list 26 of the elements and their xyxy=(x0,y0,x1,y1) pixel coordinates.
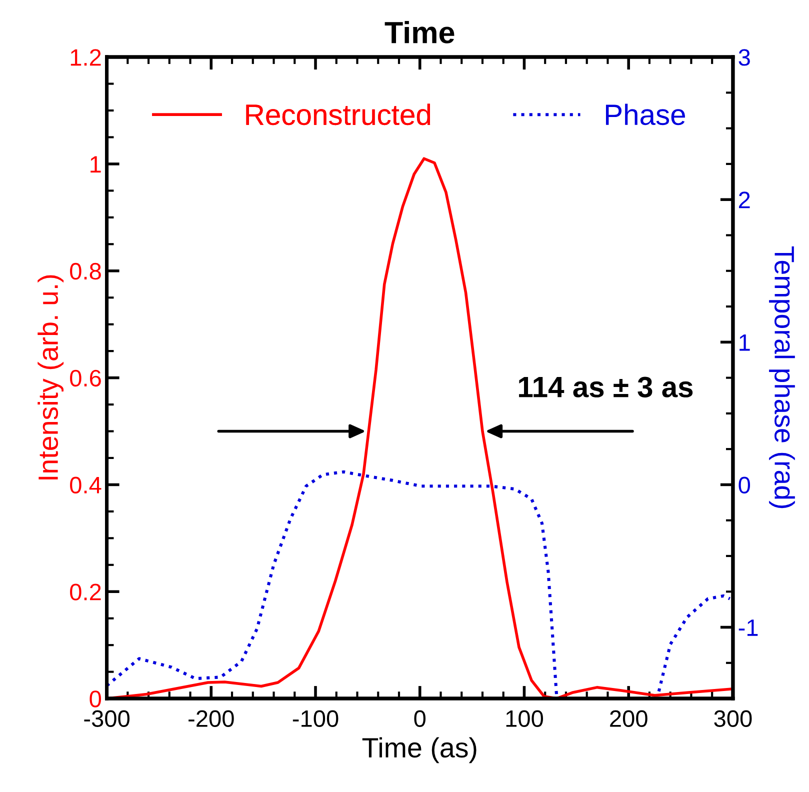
x-tick-label: 300 xyxy=(714,710,752,727)
y-tick-label: 0 xyxy=(90,690,102,708)
y2-tick-label: 3 xyxy=(738,49,750,66)
y-tick-label: 0.8 xyxy=(70,262,101,280)
annotation: 114 as ± 3 as xyxy=(519,376,693,398)
y2-tick-label: 0 xyxy=(738,476,750,494)
x-axis-title: Time (as) xyxy=(362,737,476,764)
chart-title: Time xyxy=(384,20,454,44)
y-tick-label: 1 xyxy=(90,156,101,172)
legend-label: Phase xyxy=(606,104,685,126)
y2-tick-label: 1 xyxy=(740,334,750,351)
y-tick-label: 0.4 xyxy=(70,476,102,494)
x-tick-label: 100 xyxy=(506,710,544,727)
legend-label: Reconstructed xyxy=(246,104,430,126)
y2-tick-label: -1 xyxy=(738,620,758,636)
x-tick-label: -300 xyxy=(84,710,130,727)
y-tick-label: 1.2 xyxy=(70,49,101,66)
y-tick-label: 0.2 xyxy=(70,584,101,600)
x-tick-label: 200 xyxy=(610,710,648,727)
y2-tick-label: 2 xyxy=(739,192,750,208)
y-axis-title: Intensity (arb. u.) xyxy=(38,275,64,480)
x-tick-label: -100 xyxy=(292,710,338,727)
y-tick-label: 0.6 xyxy=(70,370,101,387)
x-tick-label: -200 xyxy=(188,710,234,727)
x-tick-label: 0 xyxy=(414,710,426,727)
y2-axis-title: Temporal phase (rad) xyxy=(769,246,795,508)
